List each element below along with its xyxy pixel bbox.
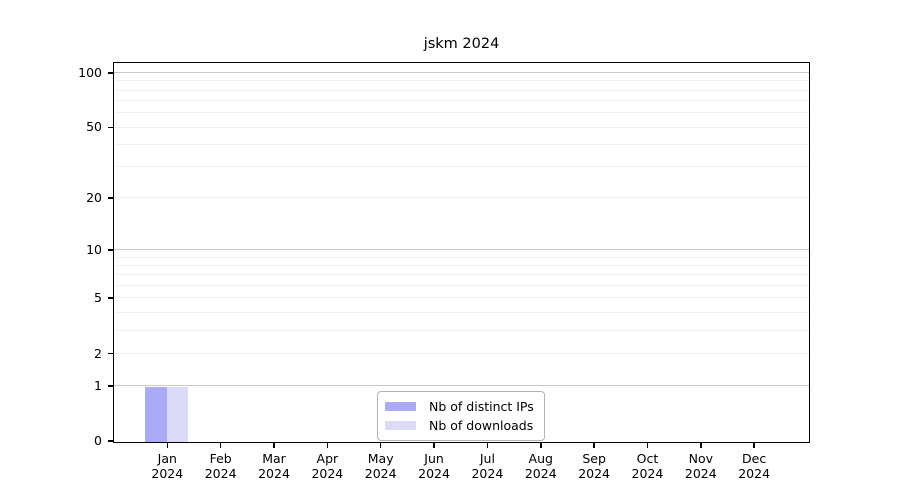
y-tick-mark [107, 249, 113, 251]
x-tick-mark [273, 443, 275, 448]
x-tick-label-year: 2024 [471, 466, 504, 481]
gridline-minor [114, 265, 809, 266]
gridline-minor [114, 256, 809, 258]
gridline-minor [114, 197, 809, 199]
gridline-minor [114, 143, 809, 145]
x-tick-mark [540, 443, 542, 448]
legend-label-downloads: Nb of downloads [429, 418, 534, 433]
y-tick-label: 1 [94, 377, 102, 393]
x-tick-label-year: 2024 [258, 466, 290, 481]
x-tick-mark [753, 443, 755, 448]
x-tick-mark [700, 443, 702, 448]
x-tick-mark [326, 443, 329, 448]
gridline-minor [114, 126, 809, 128]
x-tick-label-month: Feb [209, 451, 232, 466]
gridline-minor [114, 112, 809, 114]
legend-label-distinct-ips: Nb of distinct IPs [429, 399, 534, 414]
y-tick-mark [107, 126, 113, 129]
gridline-minor [114, 166, 809, 168]
x-tick-label-month: Nov [688, 451, 713, 466]
gridline-minor [114, 100, 809, 102]
y-tick-label: 5 [94, 290, 102, 306]
x-tick-label-year: 2024 [418, 466, 450, 481]
x-tick-mark [166, 443, 169, 448]
x-tick-label-year: 2024 [204, 466, 237, 481]
x-tick-label-year: 2024 [578, 466, 610, 481]
legend: Nb of distinct IPs Nb of downloads [377, 391, 545, 441]
legend-swatch-downloads [385, 421, 416, 430]
x-tick-mark [379, 443, 382, 448]
x-tick-label-month: Dec [742, 451, 767, 466]
gridline-minor [114, 285, 809, 287]
x-tick-mark [593, 443, 595, 448]
y-tick-label: 10 [86, 241, 102, 257]
x-tick-label-month: Aug [528, 451, 553, 466]
y-tick-mark [107, 352, 113, 355]
x-tick-label-year: 2024 [738, 466, 771, 481]
y-tick-mark [107, 440, 113, 442]
gridline-minor [114, 297, 809, 299]
gridline-minor [114, 329, 809, 331]
bar-downloads [166, 386, 188, 442]
bar-distinct-ips [145, 386, 167, 442]
x-tick-label-month: May [367, 451, 394, 466]
x-tick-label-year: 2024 [311, 466, 344, 481]
y-tick-mark [107, 385, 113, 387]
y-tick-label: 0 [94, 433, 102, 449]
y-tick-label: 100 [78, 64, 102, 80]
y-tick-mark [107, 297, 113, 299]
gridline-minor [114, 311, 809, 313]
x-tick-label-month: Jul [479, 451, 495, 466]
legend-entry-distinct-ips: Nb of distinct IPs [385, 397, 534, 416]
x-tick-label-year: 2024 [684, 466, 717, 481]
x-tick-label-year: 2024 [151, 466, 184, 481]
gridline-minor [114, 274, 809, 276]
x-tick-mark [219, 443, 222, 448]
x-tick-mark [433, 443, 435, 448]
x-tick-label-year: 2024 [364, 466, 397, 481]
plot-area [113, 62, 810, 443]
y-tick-label: 50 [86, 119, 102, 135]
gridline-major [114, 385, 809, 387]
gridline-major [114, 72, 809, 73]
gridline-minor [114, 80, 809, 82]
y-tick-mark [107, 72, 113, 74]
x-tick-label-month: Jun [424, 451, 444, 466]
legend-entry-downloads: Nb of downloads [385, 416, 534, 435]
x-tick-label-year: 2024 [524, 466, 557, 481]
x-tick-label-month: Mar [262, 451, 286, 466]
x-tick-label-month: Jan [157, 451, 177, 466]
x-tick-label-month: Apr [316, 451, 339, 466]
y-tick-mark [107, 197, 113, 199]
x-tick-label-month: Sep [582, 451, 606, 466]
x-tick-mark [486, 443, 489, 448]
gridline-major [114, 248, 809, 250]
gridline-minor [114, 89, 809, 91]
y-tick-label: 20 [86, 190, 102, 206]
y-tick-label: 2 [94, 345, 102, 361]
gridline-minor [114, 352, 809, 354]
x-tick-label-year: 2024 [631, 466, 664, 481]
legend-swatch-distinct-ips [385, 402, 416, 411]
chart-title: jskm 2024 [423, 36, 500, 52]
x-tick-mark [646, 443, 649, 448]
x-tick-label-month: Oct [636, 451, 659, 466]
